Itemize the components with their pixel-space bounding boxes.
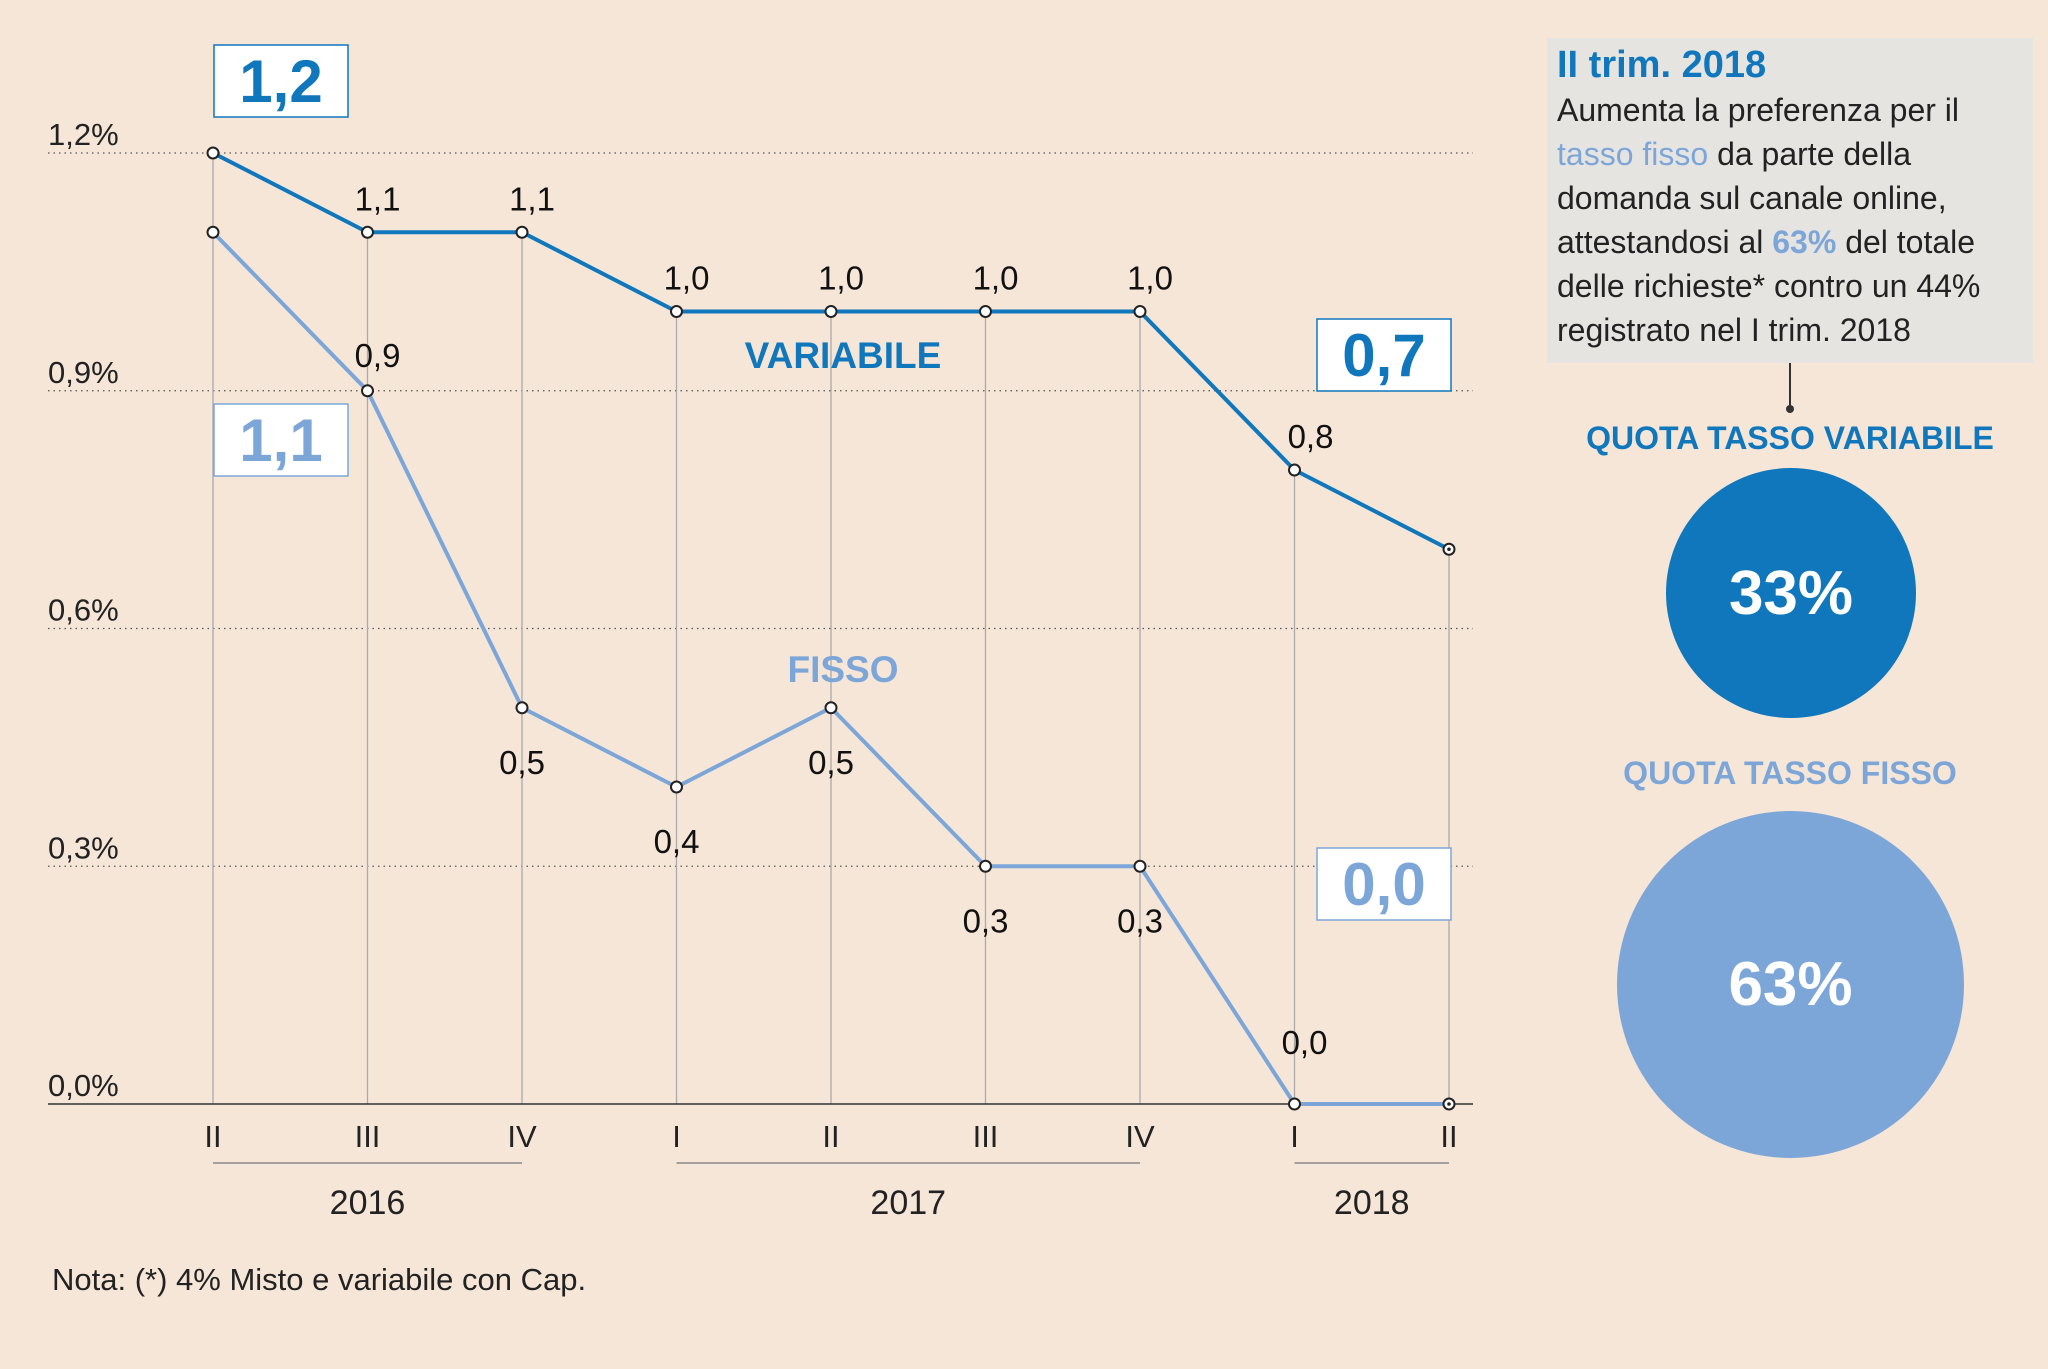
data-point	[361, 225, 374, 239]
x-tick-label: II	[822, 1119, 839, 1154]
y-tick-label: 1,2%	[48, 117, 119, 152]
series-name-fisso: FISSO	[787, 649, 898, 690]
data-label-fisso: 0,4	[654, 823, 700, 860]
series	[206, 146, 1456, 1111]
data-labels: 1,1 1,1 1,0 1,0 1,0 1,0 0,8 0,9 0,5 0,4 0,5 0,3 0,3 0…	[213, 44, 1452, 1061]
x-tick-label: I	[672, 1119, 681, 1154]
y-tick-label: 0,0%	[48, 1068, 119, 1103]
quota-fisso-circle: 63%	[1617, 811, 1964, 1158]
callout-highlight-fisso: tasso fisso	[1557, 135, 1709, 172]
line-chart: 0,0%0,3%0,6%0,9%1,2%II III IV I II III IV I II20…	[48, 44, 1473, 1222]
callout-text-part: da parte della domanda sul canale online…	[1557, 135, 1947, 261]
data-point	[206, 146, 220, 160]
data-point	[1288, 1097, 1301, 1111]
data-label-fisso: 0,0	[1282, 1024, 1328, 1061]
y-tick-label: 0,6%	[48, 593, 119, 628]
y-tick-label: 0,9%	[48, 355, 119, 390]
callout-title: II trim. 2018	[1557, 44, 1767, 86]
quota-fisso-title: QUOTA TASSO FISSO	[1623, 755, 1957, 791]
data-point	[515, 701, 529, 715]
axes: 0,0%0,3%0,6%0,9%1,2%II III IV I II III IV I II20…	[48, 117, 1473, 1222]
data-label-fisso: 0,5	[808, 744, 854, 781]
x-tick-label: III	[355, 1119, 381, 1154]
data-point	[824, 305, 838, 318]
data-label-fisso: 0,3	[1117, 902, 1163, 939]
x-tick-label: II	[1440, 1119, 1457, 1154]
callout-text-part: del totale delle richieste* contro un 44…	[1557, 224, 1981, 349]
year-label: 2018	[1334, 1184, 1410, 1222]
fisso-end-box	[1316, 847, 1452, 921]
callout-text: Aumenta la preferenza per il tasso fisso…	[1557, 88, 2023, 353]
x-tick-label: IV	[1125, 1119, 1155, 1154]
callout-pointer	[1789, 363, 1791, 407]
series-name-variabile: VARIABILE	[745, 335, 942, 376]
fisso-start-box	[213, 403, 349, 477]
quota-fisso-value: 63%	[1728, 950, 1853, 1019]
data-label-variabile: 1,0	[818, 260, 864, 297]
x-tick-label: II	[204, 1119, 221, 1154]
data-point	[1133, 859, 1147, 873]
callout-box: II trim. 2018 Aumenta la preferenza per …	[1547, 38, 2033, 363]
data-point	[824, 701, 838, 715]
data-label-variabile: 1,1	[509, 180, 555, 217]
data-point	[979, 859, 992, 873]
data-point	[979, 305, 992, 318]
quota-variabile-circle: 33%	[1666, 468, 1916, 718]
x-tick-label: III	[973, 1119, 999, 1154]
callout-highlight-percent: 63%	[1772, 224, 1837, 261]
variabile-end-box	[1316, 318, 1452, 392]
data-point-center	[1447, 1102, 1451, 1106]
data-label-variabile: 1,0	[664, 260, 710, 297]
callout-text-part: Aumenta la preferenza per il	[1557, 91, 1959, 128]
callout-pointer-dot	[1786, 405, 1794, 413]
x-tick-label: I	[1290, 1119, 1299, 1154]
data-point	[670, 305, 683, 318]
data-point	[515, 225, 529, 239]
data-label-fisso: 0,9	[355, 337, 401, 374]
quota-variabile-value: 33%	[1728, 558, 1854, 628]
fisso-end-value: 0,0	[1342, 851, 1425, 918]
y-tick-label: 0,3%	[48, 830, 119, 865]
fisso-start-value: 1,1	[239, 407, 322, 474]
variabile-end-value: 0,7	[1342, 322, 1425, 389]
year-label: 2016	[330, 1184, 406, 1222]
grid	[48, 152, 1473, 1104]
data-point	[361, 384, 374, 398]
data-label-variabile: 1,0	[1127, 260, 1173, 297]
year-label: 2017	[870, 1184, 946, 1222]
footnote: Nota: (*) 4% Misto e variabile con Cap.	[52, 1262, 587, 1297]
data-point	[1288, 463, 1301, 477]
variabile-start-box	[213, 44, 349, 118]
data-point	[670, 780, 683, 794]
variabile-start-value: 1,2	[239, 48, 322, 115]
data-label-variabile: 0,8	[1288, 418, 1334, 455]
data-point-center	[1447, 547, 1451, 552]
data-label-variabile: 1,1	[355, 180, 401, 217]
x-tick-label: IV	[507, 1119, 537, 1154]
data-label-variabile: 1,0	[973, 260, 1019, 297]
quota-variabile-title: QUOTA TASSO VARIABILE	[1586, 420, 1994, 456]
data-label-fisso: 0,5	[499, 744, 545, 781]
data-label-fisso: 0,3	[963, 902, 1009, 939]
data-point	[1133, 305, 1147, 318]
data-point	[206, 225, 220, 239]
